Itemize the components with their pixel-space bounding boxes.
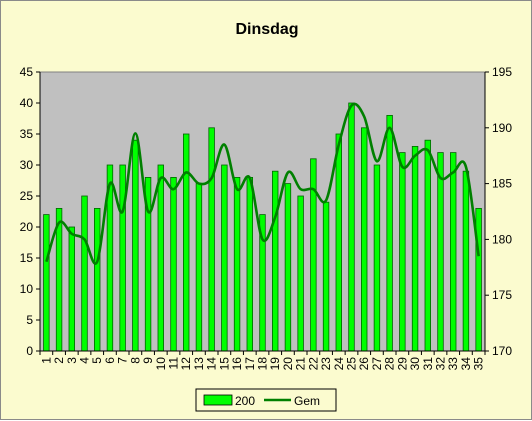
x-tick-label: 19 <box>268 357 282 371</box>
bar-27 <box>373 164 381 352</box>
chart-title: Dinsdag <box>235 21 298 38</box>
x-tick-label: 10 <box>154 357 168 371</box>
x-tick-label: 25 <box>345 357 359 371</box>
bar-16 <box>233 176 241 352</box>
x-tick-label: 3 <box>65 357 79 364</box>
bar-11 <box>170 176 177 352</box>
x-tick-label: 17 <box>243 357 257 371</box>
y-left-tick-label: 30 <box>20 158 34 172</box>
bar-32 <box>437 152 444 352</box>
y-right-tick-label: 170 <box>492 344 512 358</box>
legend-label-gem: Gem <box>294 394 320 408</box>
bar-13 <box>195 183 203 352</box>
bar-23 <box>322 201 330 352</box>
legend: 200 Gem <box>195 388 337 412</box>
y-right-tick-label: 180 <box>492 232 512 246</box>
x-tick-label: 12 <box>179 357 193 371</box>
x-tick-label: 23 <box>319 357 333 371</box>
bar-30 <box>411 145 419 352</box>
bar-12 <box>183 133 190 352</box>
x-tick-label: 14 <box>205 357 219 371</box>
x-tick-label: 16 <box>230 357 244 371</box>
y-left-tick-label: 10 <box>20 282 34 296</box>
x-tick-label: 18 <box>256 357 270 371</box>
x-tick-label: 4 <box>78 357 92 364</box>
x-tick-label: 15 <box>217 357 231 371</box>
bar-5 <box>94 207 101 352</box>
x-tick-label: 9 <box>141 357 155 364</box>
bar-19 <box>272 170 279 352</box>
y-left-tick-label: 5 <box>26 313 33 327</box>
bar-25 <box>348 102 355 352</box>
x-tick-label: 1 <box>39 357 53 364</box>
x-tick-label: 2 <box>52 357 66 364</box>
legend-swatch-200 <box>203 394 233 406</box>
x-tick-label: 31 <box>421 357 435 371</box>
y-left-tick-label: 45 <box>20 65 34 79</box>
x-tick-label: 7 <box>116 357 130 364</box>
bar-8 <box>132 139 139 352</box>
x-tick-label: 33 <box>446 357 460 371</box>
x-tick-label: 27 <box>370 357 384 371</box>
bar-24 <box>335 133 342 352</box>
bar-31 <box>424 139 431 352</box>
bar-2 <box>55 207 63 352</box>
x-tick-label: 26 <box>357 357 371 371</box>
y-left-tick-label: 20 <box>20 220 34 234</box>
y-left-tick-label: 40 <box>20 96 34 110</box>
bar-33 <box>450 152 457 352</box>
x-tick-label: 35 <box>472 357 486 371</box>
bar-7 <box>119 164 126 352</box>
bar-21 <box>297 195 304 352</box>
line-series-gem <box>45 102 480 265</box>
y-left-tick-label: 15 <box>20 251 34 265</box>
x-tick-label: 34 <box>459 357 473 371</box>
x-tick-label: 6 <box>103 357 117 364</box>
y-right-tick-label: 190 <box>492 121 512 135</box>
bar-1 <box>43 214 50 352</box>
y-right-tick-label: 175 <box>492 288 512 302</box>
x-tick-label: 29 <box>395 357 409 371</box>
x-tick-label: 30 <box>408 357 422 371</box>
y-right-tick-label: 185 <box>492 177 512 191</box>
axes: 0510152025303540451701751801851901951234… <box>20 65 513 370</box>
x-tick-label: 22 <box>306 357 320 371</box>
x-tick-label: 11 <box>167 357 181 370</box>
y-right-tick-label: 195 <box>492 65 512 79</box>
bar-29 <box>399 152 406 352</box>
y-left-tick-label: 25 <box>20 189 34 203</box>
bar-28 <box>386 115 393 352</box>
bar-15 <box>221 164 228 352</box>
legend-label-200: 200 <box>235 394 255 408</box>
bar-10 <box>157 164 164 352</box>
x-tick-label: 28 <box>383 357 397 371</box>
x-tick-label: 5 <box>90 357 104 364</box>
bar-4 <box>81 195 88 352</box>
bar-34 <box>462 170 470 352</box>
bar-17 <box>246 176 253 352</box>
y-left-tick-label: 0 <box>26 344 33 358</box>
x-tick-label: 20 <box>281 357 295 371</box>
bar-3 <box>68 226 75 352</box>
x-tick-label: 32 <box>434 357 448 371</box>
bar-14 <box>208 127 215 352</box>
bar-26 <box>361 127 368 352</box>
x-tick-label: 24 <box>332 357 346 371</box>
x-tick-label: 8 <box>128 357 142 364</box>
x-tick-label: 21 <box>294 357 308 371</box>
bar-20 <box>284 183 292 352</box>
y-left-tick-label: 35 <box>20 127 34 141</box>
x-tick-label: 13 <box>192 357 206 371</box>
